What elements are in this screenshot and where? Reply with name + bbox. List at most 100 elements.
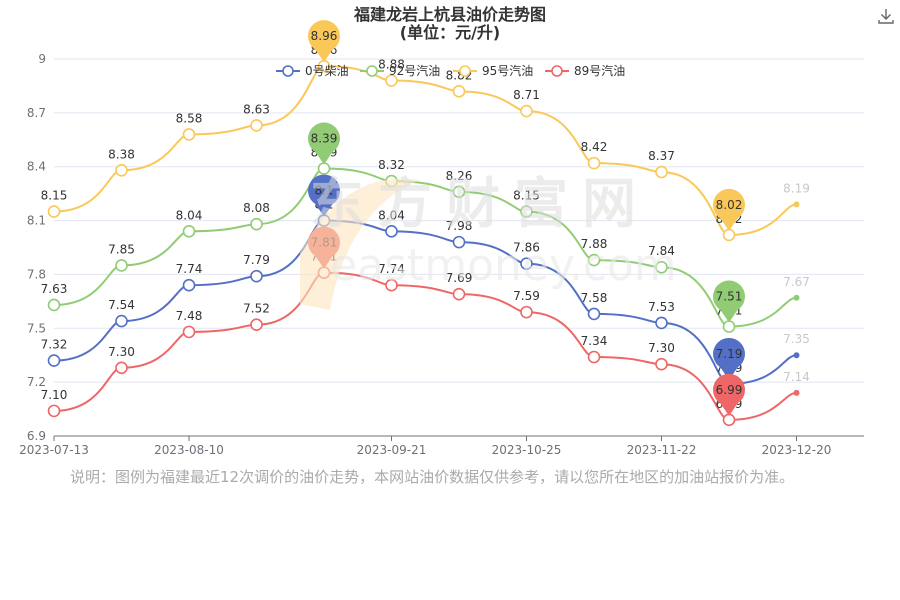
data-point[interactable] bbox=[47, 404, 61, 418]
data-point[interactable] bbox=[47, 205, 61, 218]
legend-marker bbox=[366, 65, 378, 77]
data-point[interactable] bbox=[587, 307, 601, 321]
data-point[interactable] bbox=[250, 119, 263, 132]
data-point[interactable] bbox=[587, 156, 601, 170]
pin-label: 6.99 bbox=[716, 383, 743, 397]
pin-head bbox=[308, 122, 340, 155]
legend-marker bbox=[551, 65, 563, 77]
data-point[interactable] bbox=[452, 287, 466, 301]
data-point[interactable] bbox=[385, 225, 398, 238]
pin-head bbox=[308, 20, 340, 53]
data-label: 7.35 bbox=[783, 332, 810, 346]
data-point[interactable] bbox=[250, 318, 263, 331]
data-point[interactable] bbox=[655, 357, 668, 371]
legend-item[interactable]: 92号汽油 bbox=[360, 63, 440, 78]
data-point[interactable] bbox=[47, 298, 61, 312]
chart-title: 福建龙岩上杭县油价走势图 bbox=[353, 5, 546, 24]
data-point[interactable] bbox=[182, 325, 196, 339]
data-point[interactable] bbox=[115, 361, 128, 375]
data-point[interactable] bbox=[520, 205, 533, 218]
download-icon[interactable] bbox=[876, 6, 896, 26]
data-point[interactable] bbox=[587, 253, 601, 267]
data-point[interactable] bbox=[452, 235, 466, 249]
data-label: 7.59 bbox=[513, 289, 540, 303]
legend-label: 0号柴油 bbox=[305, 64, 349, 78]
y-tick-label: 8.4 bbox=[27, 160, 46, 174]
pin-label: 8.02 bbox=[716, 198, 743, 212]
series-line bbox=[53, 65, 797, 236]
x-tick-label: 2023-11-22 bbox=[627, 443, 697, 457]
data-label: 8.15 bbox=[41, 189, 68, 203]
data-point[interactable] bbox=[722, 320, 736, 333]
extreme-pin: 6.99 bbox=[713, 373, 745, 416]
y-tick-label: 7.5 bbox=[27, 321, 46, 335]
series-3 bbox=[47, 59, 800, 242]
data-point[interactable] bbox=[722, 228, 736, 242]
data-label: 7.30 bbox=[108, 345, 135, 359]
data-label: 8.71 bbox=[513, 88, 540, 102]
data-point[interactable] bbox=[317, 266, 331, 279]
series-line bbox=[53, 167, 797, 328]
series-layer bbox=[47, 59, 800, 427]
data-point[interactable] bbox=[793, 352, 800, 359]
data-label: 7.86 bbox=[513, 241, 540, 255]
legend-marker bbox=[282, 65, 294, 77]
extreme-pins-layer: 8.1 7.19 8.39 7.51 8.96 8.02 7.81 6.99 bbox=[308, 20, 745, 416]
data-point[interactable] bbox=[722, 413, 736, 427]
data-labels-layer: 7.32 7.54 7.74 7.79 8.1 8.04 7.98 7.86 7.58 7.53 7… bbox=[41, 43, 810, 411]
data-point[interactable] bbox=[793, 294, 800, 301]
data-label: 8.63 bbox=[243, 102, 270, 116]
data-label: 8.04 bbox=[378, 208, 405, 222]
data-point[interactable] bbox=[793, 389, 800, 396]
data-point[interactable] bbox=[655, 316, 668, 330]
data-point[interactable] bbox=[655, 165, 668, 179]
data-point[interactable] bbox=[452, 185, 466, 199]
data-point[interactable] bbox=[520, 305, 533, 319]
legend-item[interactable]: 0号柴油 bbox=[276, 64, 349, 78]
data-point[interactable] bbox=[47, 354, 61, 367]
legend-item[interactable]: 89号汽油 bbox=[545, 63, 625, 78]
data-point[interactable] bbox=[520, 257, 533, 270]
download-button[interactable] bbox=[876, 6, 896, 26]
series-line bbox=[53, 271, 797, 421]
data-label: 7.14 bbox=[783, 370, 810, 384]
data-label: 8.88 bbox=[378, 58, 405, 72]
data-point[interactable] bbox=[385, 174, 398, 188]
y-tick-label: 9 bbox=[38, 52, 46, 66]
data-point[interactable] bbox=[655, 260, 668, 274]
data-point[interactable] bbox=[182, 128, 196, 141]
data-point[interactable] bbox=[250, 269, 263, 283]
pin-head bbox=[713, 337, 745, 370]
x-tick-label: 2023-08-10 bbox=[154, 443, 224, 457]
data-point[interactable] bbox=[385, 278, 398, 292]
extreme-pin: 7.51 bbox=[713, 280, 745, 323]
data-point[interactable] bbox=[587, 350, 601, 364]
legend-marker bbox=[459, 65, 471, 77]
data-point[interactable] bbox=[115, 164, 128, 177]
data-point[interactable] bbox=[520, 104, 533, 118]
pin-head bbox=[713, 280, 745, 313]
data-point[interactable] bbox=[793, 201, 800, 208]
data-point[interactable] bbox=[115, 259, 128, 272]
data-point[interactable] bbox=[250, 217, 263, 231]
data-point[interactable] bbox=[182, 225, 196, 238]
data-label: 7.53 bbox=[648, 300, 675, 314]
data-point[interactable] bbox=[385, 74, 398, 87]
data-label: 7.30 bbox=[648, 341, 675, 355]
data-point[interactable] bbox=[317, 162, 331, 175]
data-label: 7.74 bbox=[378, 262, 405, 276]
data-point[interactable] bbox=[115, 314, 128, 328]
data-point[interactable] bbox=[317, 214, 331, 227]
legend[interactable]: 0号柴油 92号汽油 95号汽油 89号汽油 bbox=[276, 63, 625, 78]
pin-label: 7.51 bbox=[716, 289, 743, 303]
data-point[interactable] bbox=[182, 278, 196, 292]
pin-label: 7.81 bbox=[311, 236, 338, 250]
extreme-pin: 8.96 bbox=[308, 20, 340, 63]
legend-item[interactable]: 95号汽油 bbox=[453, 63, 533, 78]
data-label: 8.37 bbox=[648, 149, 675, 163]
data-point[interactable] bbox=[452, 85, 466, 98]
y-tick-label: 7.8 bbox=[27, 267, 46, 281]
series-2 bbox=[47, 162, 800, 333]
pin-head bbox=[713, 188, 745, 221]
series-4 bbox=[47, 266, 800, 427]
